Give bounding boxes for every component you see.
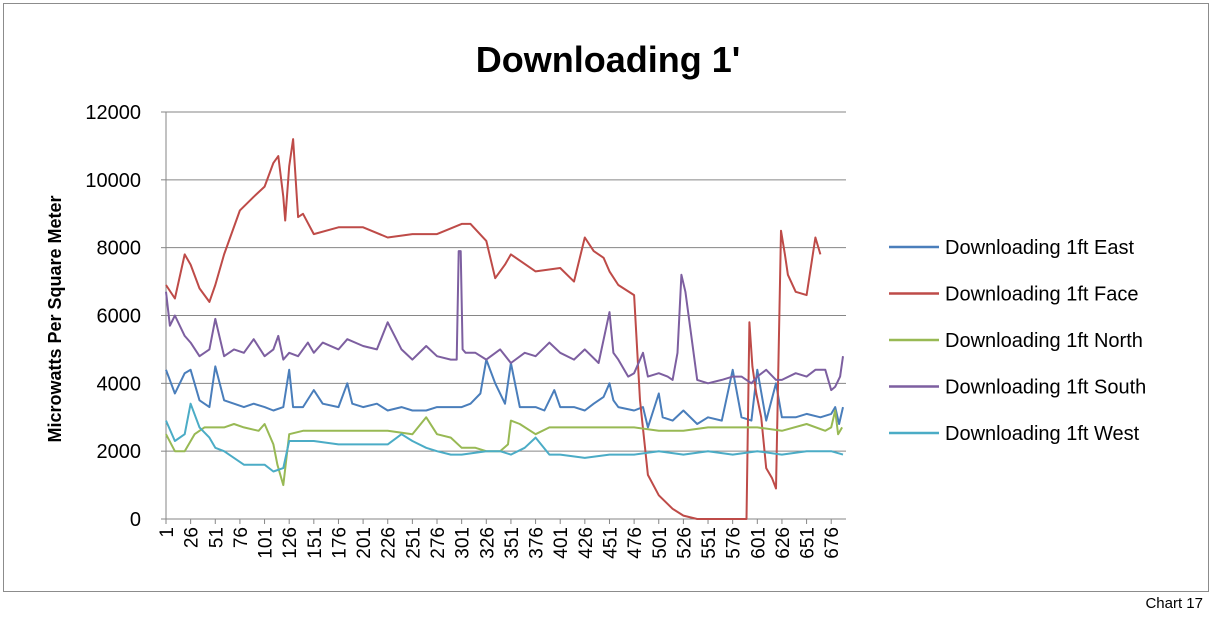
- grid-lines: [166, 111, 846, 452]
- x-tick-label: 551: [699, 527, 720, 559]
- legend-label: Downloading 1ft East: [945, 237, 1134, 259]
- x-tick-label: 526: [674, 527, 695, 559]
- series-lines: [165, 138, 844, 520]
- series-line-downloading-1ft-east: [165, 358, 844, 429]
- x-tick-label: 51: [206, 527, 227, 548]
- series-line-downloading-1ft-north: [165, 409, 843, 487]
- legend-label: Downloading 1ft West: [945, 423, 1140, 445]
- x-tick-label: 351: [502, 527, 523, 559]
- x-tick-label: 1: [157, 527, 178, 538]
- x-tick-label: 176: [329, 527, 350, 559]
- y-axis-label: Microwatts Per Square Meter: [45, 195, 65, 442]
- x-tick-label: 326: [477, 527, 498, 559]
- x-tick-label: 76: [231, 527, 252, 548]
- y-tick-label: 4000: [97, 373, 142, 395]
- x-tick-label: 676: [822, 527, 843, 559]
- chart-frame: Downloading 1' 0 2000 4000 6000 8000 10000 120…: [3, 3, 1209, 592]
- x-tick-label: 401: [551, 527, 572, 559]
- x-tick-label: 476: [625, 527, 646, 559]
- x-tick-label: 601: [748, 527, 769, 559]
- legend-label: Downloading 1ft Face: [945, 284, 1138, 306]
- chart-number-label: Chart 17: [1145, 595, 1203, 612]
- y-tick-label: 6000: [97, 306, 142, 328]
- x-tick-label: 26: [182, 527, 203, 548]
- x-tick-label: 501: [650, 527, 671, 559]
- x-tick-label: 276: [428, 527, 449, 559]
- line-chart: Downloading 1' 0200040006000800010000120…: [45, 39, 1146, 559]
- x-tick-label: 651: [798, 527, 819, 559]
- legend-label: Downloading 1ft North: [945, 330, 1143, 352]
- x-tick-label: 201: [354, 527, 375, 559]
- x-tick-label: 576: [724, 527, 745, 559]
- y-tick-label: 12000: [85, 102, 141, 124]
- chart-title: Downloading 1': [476, 39, 741, 80]
- legend: Downloading 1ft East Downloading 1ft Face…: [889, 237, 1146, 445]
- x-tick-label: 626: [773, 527, 794, 559]
- x-tick-label: 301: [453, 527, 474, 559]
- y-tick-label: 8000: [97, 238, 142, 260]
- x-tick-label: 101: [256, 527, 277, 559]
- series-line-downloading-1ft-south: [165, 250, 844, 392]
- x-tick-label: 151: [305, 527, 326, 559]
- series-line-downloading-1ft-face: [165, 138, 822, 520]
- y-tick-label: 0: [130, 509, 141, 531]
- x-tick-label: 426: [576, 527, 597, 559]
- series-line-downloading-1ft-west: [165, 402, 844, 473]
- y-tick-label: 2000: [97, 441, 142, 463]
- x-tick-label: 376: [527, 527, 548, 559]
- x-tick-label: 226: [379, 527, 400, 559]
- y-tick-label: 10000: [85, 170, 141, 192]
- x-tick-label: 251: [403, 527, 424, 559]
- legend-label: Downloading 1ft South: [945, 377, 1146, 399]
- x-tick-label: 451: [600, 527, 621, 559]
- x-tick-label: 126: [280, 527, 301, 559]
